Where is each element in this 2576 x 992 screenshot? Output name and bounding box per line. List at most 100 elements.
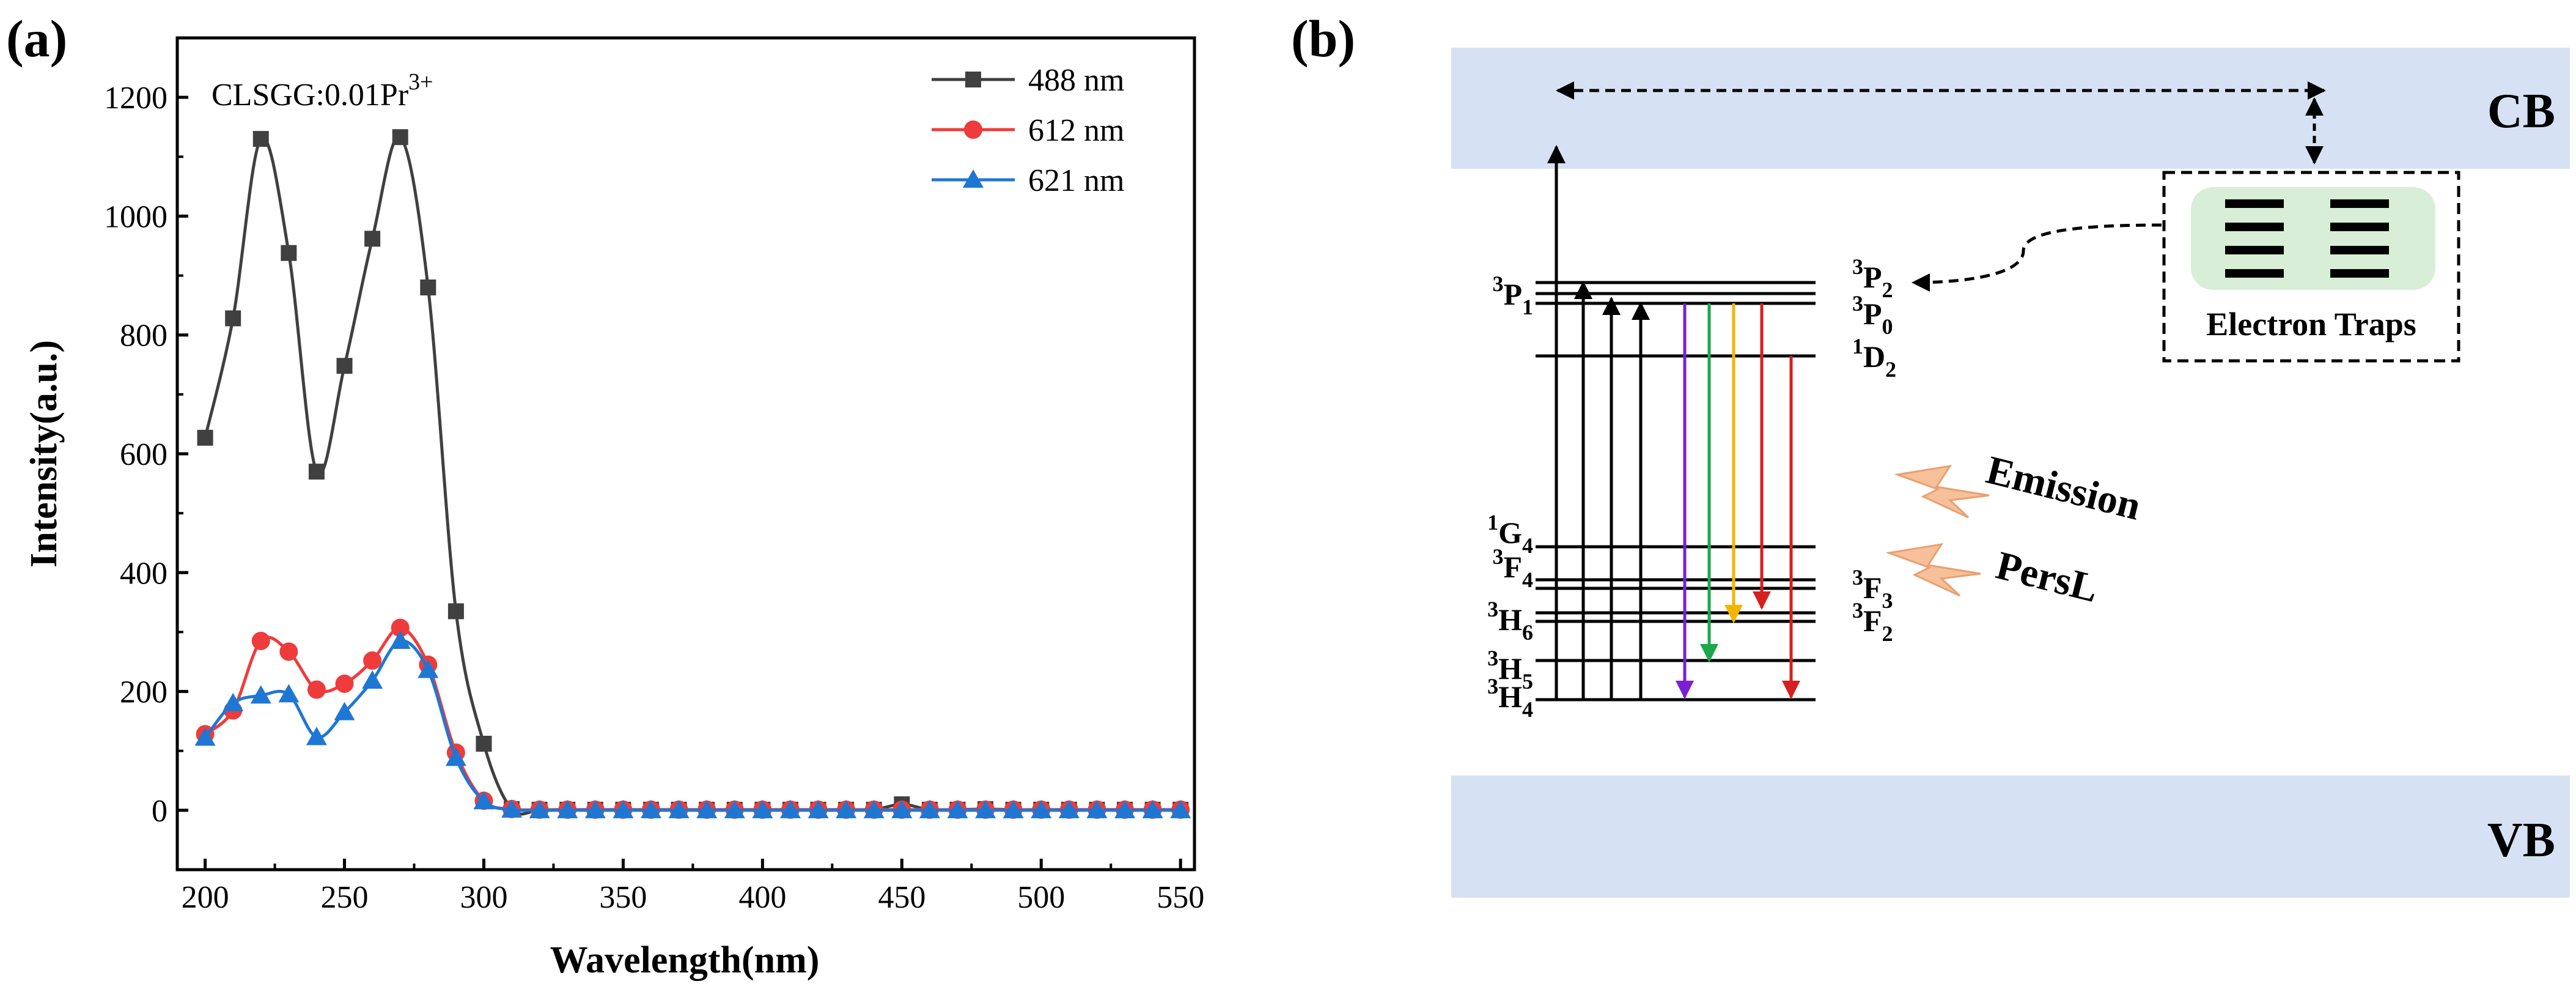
level-label: 3H4	[1487, 674, 1533, 722]
legend-label: 621 nm	[1028, 163, 1124, 198]
data-point	[641, 799, 662, 818]
data-point	[836, 799, 857, 818]
data-point	[364, 231, 381, 247]
data-point	[1058, 799, 1080, 818]
x-tick-label: 250	[321, 880, 369, 915]
energy-levels	[1536, 281, 1816, 701]
data-point	[335, 674, 354, 693]
excitation-arrows	[1547, 145, 1650, 700]
data-point	[557, 799, 578, 818]
data-point	[445, 747, 466, 766]
data-point	[418, 659, 439, 678]
level-label: 3P2	[1852, 254, 1893, 302]
data-point	[307, 680, 326, 699]
data-point	[197, 429, 213, 446]
x-tick-label: 300	[460, 880, 507, 915]
x-tick-label: 200	[182, 880, 229, 915]
x-tick-label: 500	[1017, 880, 1065, 915]
panel-b-diagram: (b) CB VB	[1291, 9, 2570, 898]
data-point	[779, 799, 801, 818]
x-tick-label: 450	[878, 880, 926, 915]
data-point	[336, 358, 353, 374]
y-tick-label: 600	[120, 437, 167, 472]
electron-trap-frame	[2162, 171, 2460, 363]
data-point	[279, 642, 298, 661]
data-point	[1003, 799, 1024, 818]
data-point	[808, 799, 829, 818]
series-line	[204, 639, 1181, 812]
data-point	[1142, 799, 1163, 818]
data-point	[250, 685, 271, 704]
legend: 488 nm 612 nm 621 nm	[932, 63, 1124, 198]
data-point	[1114, 799, 1136, 818]
x-tick-label: 400	[738, 880, 786, 915]
trap-release-arrow	[1912, 223, 2162, 292]
legend-label: 488 nm	[1028, 63, 1124, 98]
data-point	[278, 684, 300, 703]
y-tick-label: 0	[152, 794, 167, 829]
data-point	[389, 631, 411, 649]
data-point	[281, 245, 297, 261]
y-tick-label: 800	[120, 319, 167, 353]
data-point	[362, 670, 383, 689]
data-point	[975, 799, 996, 818]
data-point	[308, 464, 325, 480]
level-label: 3H5	[1487, 646, 1533, 694]
data-point	[476, 736, 492, 752]
data-point	[223, 693, 244, 711]
legend-item: 612 nm	[932, 113, 1124, 148]
chart-title: CLSGG:0.01Pr3+	[212, 69, 433, 113]
conduction-band	[1451, 48, 2570, 169]
x-axis-ticks: 200 250 300 350 400 450 500 550	[182, 859, 1204, 915]
data-point	[584, 799, 606, 818]
legend-item: 621 nm	[932, 163, 1124, 198]
data-point	[392, 129, 408, 146]
data-point	[363, 651, 382, 670]
level-label: 3F2	[1852, 598, 1893, 646]
cb-label: CB	[2487, 84, 2555, 138]
data-point	[334, 701, 355, 720]
x-tick-label: 350	[599, 880, 647, 915]
persl-label: PersL	[1992, 543, 2102, 612]
y-tick-label: 400	[120, 556, 167, 591]
level-label: 3H6	[1487, 597, 1533, 645]
data-point	[1170, 799, 1191, 818]
data-point	[447, 603, 464, 620]
data-point	[919, 799, 940, 818]
chart-title-superscript: 3+	[408, 69, 433, 95]
y-tick-label: 1000	[104, 199, 167, 234]
legend-marker	[964, 120, 982, 139]
data-point	[696, 799, 718, 818]
data-point	[1031, 799, 1052, 818]
electron-traps-label: Electron Traps	[2206, 306, 2416, 342]
data-point	[501, 799, 523, 818]
legend-label: 612 nm	[1028, 113, 1124, 148]
y-axis-label: Intensity(a.u.)	[23, 340, 65, 568]
data-point	[529, 799, 550, 818]
emission-lightning-icon	[1894, 464, 1990, 519]
trap-bars-right	[2330, 199, 2389, 278]
emission-arrows	[1676, 303, 1800, 699]
data-point	[724, 799, 745, 818]
level-label: 3P0	[1852, 291, 1893, 339]
valence-band	[1451, 775, 2570, 898]
data-point	[225, 310, 241, 327]
data-point	[863, 799, 885, 818]
data-point	[306, 727, 327, 746]
emission-label: Emission	[1982, 448, 2145, 529]
data-point	[194, 727, 216, 746]
data-point	[1086, 799, 1108, 818]
legend-marker	[963, 169, 984, 188]
y-tick-label: 200	[120, 675, 167, 710]
data-point	[752, 799, 773, 818]
panel-a-chart: (a) 200 250 300 350 400 450 500 550 0 200 400 600 8…	[6, 9, 1204, 981]
data-point	[252, 131, 269, 147]
data-point	[668, 799, 690, 818]
data-point	[613, 799, 634, 818]
level-label: 3F3	[1852, 565, 1893, 613]
data-point	[473, 791, 495, 810]
level-label: 1D2	[1852, 334, 1896, 382]
data-point	[947, 799, 968, 818]
data-point	[391, 618, 410, 637]
